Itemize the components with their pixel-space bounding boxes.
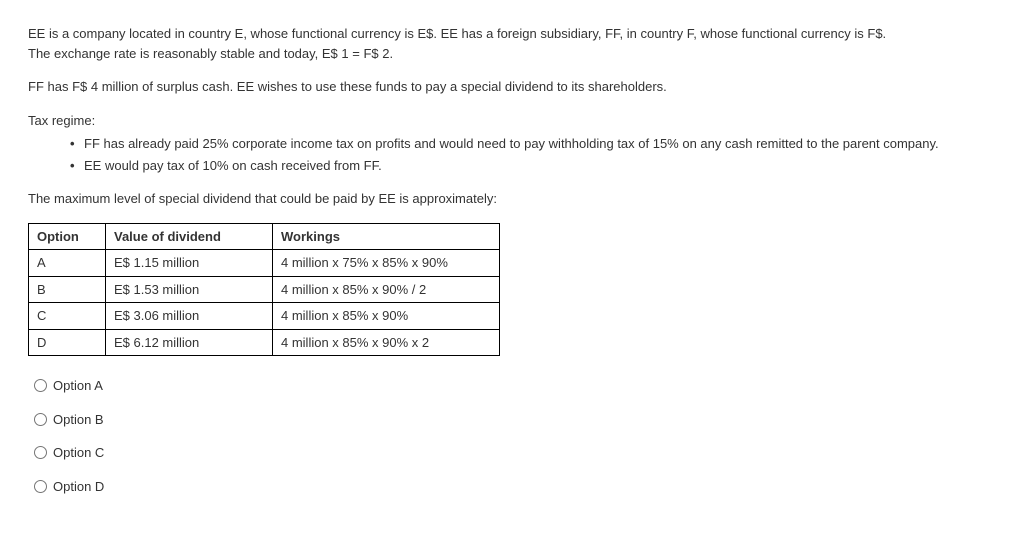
cell-option: A [29, 250, 106, 277]
option-c-radio[interactable] [34, 446, 47, 459]
cell-value: E$ 3.06 million [106, 303, 273, 330]
answer-options: Option A Option B Option C Option D [34, 376, 991, 496]
question-prompt: The maximum level of special dividend th… [28, 189, 991, 209]
option-d-label: Option D [53, 477, 104, 497]
intro-line-2: The exchange rate is reasonably stable a… [28, 44, 991, 64]
cell-option: C [29, 303, 106, 330]
cell-workings: 4 million x 75% x 85% x 90% [273, 250, 500, 277]
cell-workings: 4 million x 85% x 90% / 2 [273, 276, 500, 303]
table-row: A E$ 1.15 million 4 million x 75% x 85% … [29, 250, 500, 277]
option-b-radio[interactable] [34, 413, 47, 426]
option-c-label: Option C [53, 443, 104, 463]
option-b-label: Option B [53, 410, 104, 430]
tax-bullet-list: FF has already paid 25% corporate income… [28, 134, 991, 175]
header-workings: Workings [273, 223, 500, 250]
table-row: D E$ 6.12 million 4 million x 85% x 90% … [29, 329, 500, 356]
tax-bullet-1: FF has already paid 25% corporate income… [84, 134, 991, 154]
intro-line-1: EE is a company located in country E, wh… [28, 24, 991, 44]
tax-regime-heading: Tax regime: [28, 111, 991, 131]
tax-bullet-2: EE would pay tax of 10% on cash received… [84, 156, 991, 176]
option-b-row[interactable]: Option B [34, 410, 991, 430]
cell-option: B [29, 276, 106, 303]
dividend-table: Option Value of dividend Workings A E$ 1… [28, 223, 500, 357]
cell-value: E$ 1.53 million [106, 276, 273, 303]
cell-value: E$ 6.12 million [106, 329, 273, 356]
cell-value: E$ 1.15 million [106, 250, 273, 277]
cell-option: D [29, 329, 106, 356]
option-a-row[interactable]: Option A [34, 376, 991, 396]
option-c-row[interactable]: Option C [34, 443, 991, 463]
surplus-cash-para: FF has F$ 4 million of surplus cash. EE … [28, 77, 991, 97]
option-a-label: Option A [53, 376, 103, 396]
cell-workings: 4 million x 85% x 90% [273, 303, 500, 330]
header-option: Option [29, 223, 106, 250]
option-a-radio[interactable] [34, 379, 47, 392]
option-d-radio[interactable] [34, 480, 47, 493]
cell-workings: 4 million x 85% x 90% x 2 [273, 329, 500, 356]
table-row: B E$ 1.53 million 4 million x 85% x 90% … [29, 276, 500, 303]
option-d-row[interactable]: Option D [34, 477, 991, 497]
table-row: C E$ 3.06 million 4 million x 85% x 90% [29, 303, 500, 330]
header-value: Value of dividend [106, 223, 273, 250]
table-header-row: Option Value of dividend Workings [29, 223, 500, 250]
